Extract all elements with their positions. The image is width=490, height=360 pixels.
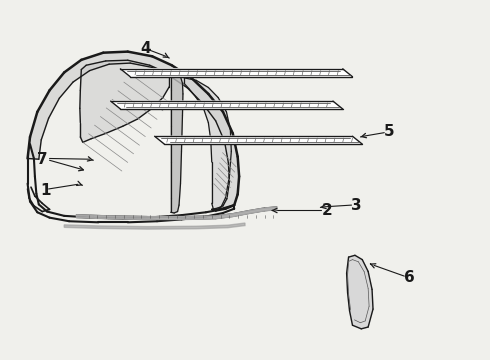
Text: 1: 1 [40, 183, 51, 198]
Text: 2: 2 [322, 203, 332, 218]
Polygon shape [27, 51, 239, 211]
Polygon shape [64, 223, 245, 229]
Text: 6: 6 [404, 270, 415, 285]
Text: 4: 4 [140, 41, 150, 56]
Polygon shape [346, 255, 373, 329]
Polygon shape [155, 136, 362, 144]
Polygon shape [111, 101, 343, 109]
Text: 3: 3 [351, 198, 362, 213]
Polygon shape [121, 69, 352, 77]
Polygon shape [171, 75, 183, 213]
Text: 5: 5 [384, 124, 394, 139]
Polygon shape [184, 78, 231, 211]
Polygon shape [76, 207, 277, 220]
Text: 7: 7 [37, 152, 48, 167]
Polygon shape [80, 60, 169, 142]
